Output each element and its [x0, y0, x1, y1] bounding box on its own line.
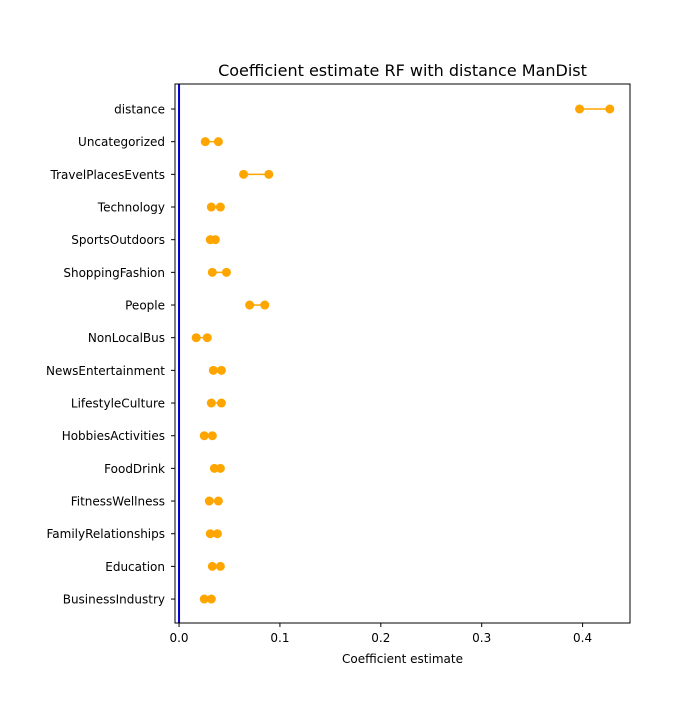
y-tick-label-hobbies-activities: HobbiesActivities — [62, 429, 165, 443]
high-point-technology — [215, 202, 225, 212]
y-tick-label-sports-outdoors: SportsOutdoors — [71, 233, 165, 247]
low-point-family-relationships — [205, 529, 215, 539]
y-tick-label-food-drink: FoodDrink — [104, 462, 165, 476]
x-tick-label-2: 0.2 — [371, 631, 390, 645]
y-tick-label-technology: Technology — [97, 201, 165, 215]
high-point-travel-places-events — [264, 169, 274, 179]
high-point-distance — [605, 104, 615, 114]
low-point-shopping-fashion — [207, 267, 217, 277]
y-tick-label-people: People — [125, 299, 165, 313]
x-tick-layer: 0.0 0.1 0.2 0.3 0.4 — [169, 623, 592, 645]
x-tick-label-4: 0.4 — [573, 631, 592, 645]
low-point-education — [207, 561, 217, 571]
x-tick-label-1: 0.1 — [270, 631, 289, 645]
high-point-lifestyle-culture — [216, 398, 226, 408]
low-point-uncategorized — [200, 137, 210, 147]
low-point-non-local-bus — [191, 333, 201, 343]
low-point-business-industry — [199, 594, 209, 604]
low-point-fitness-wellness — [204, 496, 214, 506]
high-point-fitness-wellness — [213, 496, 223, 506]
low-point-distance — [575, 104, 585, 114]
high-point-family-relationships — [212, 529, 222, 539]
plot-area-frame — [174, 83, 631, 624]
low-point-news-entertainment — [208, 365, 218, 375]
high-point-shopping-fashion — [221, 267, 231, 277]
x-tick-label-0: 0.0 — [169, 631, 188, 645]
high-point-sports-outdoors — [210, 235, 220, 245]
high-point-news-entertainment — [216, 365, 226, 375]
x-axis-label: Coefficient estimate — [342, 652, 463, 666]
y-tick-label-non-local-bus: NonLocalBus — [88, 331, 165, 345]
y-tick-label-fitness-wellness: FitnessWellness — [71, 495, 165, 509]
low-point-travel-places-events — [239, 169, 249, 179]
y-tick-label-education: Education — [105, 560, 165, 574]
y-tick-layer: distance Uncategorized TravelPlacesEvents T… — [46, 103, 175, 607]
x-tick-label-3: 0.3 — [472, 631, 491, 645]
high-point-non-local-bus — [202, 333, 212, 343]
series-layer — [191, 104, 615, 604]
high-point-education — [215, 561, 225, 571]
y-tick-label-distance: distance — [114, 103, 165, 117]
low-point-lifestyle-culture — [206, 398, 216, 408]
y-tick-label-family-relationships: FamilyRelationships — [46, 527, 165, 541]
high-point-hobbies-activities — [207, 431, 217, 441]
y-tick-label-travel-places-events: TravelPlacesEvents — [50, 168, 165, 182]
high-point-people — [260, 300, 270, 310]
y-tick-label-business-industry: BusinessIndustry — [63, 593, 165, 607]
y-tick-label-lifestyle-culture: LifestyleCulture — [71, 397, 165, 411]
y-tick-label-shopping-fashion: ShoppingFashion — [63, 266, 165, 280]
high-point-food-drink — [215, 463, 225, 473]
low-point-technology — [206, 202, 216, 212]
high-point-uncategorized — [213, 137, 223, 147]
y-tick-label-uncategorized: Uncategorized — [78, 135, 165, 149]
low-point-people — [245, 300, 255, 310]
high-point-business-industry — [206, 594, 216, 604]
low-point-hobbies-activities — [199, 431, 209, 441]
chart-title: Coefficient estimate RF with distance Ma… — [218, 61, 587, 80]
y-tick-label-news-entertainment: NewsEntertainment — [46, 364, 165, 378]
